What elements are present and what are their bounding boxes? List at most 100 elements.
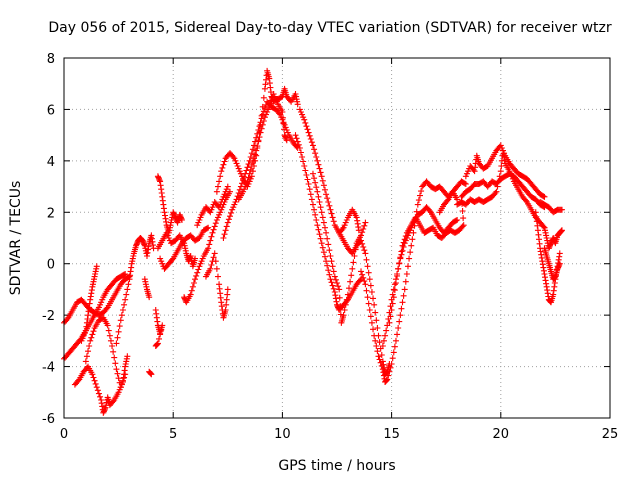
data-point bbox=[211, 250, 218, 257]
data-point bbox=[97, 393, 104, 400]
data-point bbox=[193, 272, 200, 279]
data-point bbox=[558, 227, 565, 234]
data-point bbox=[363, 256, 370, 263]
data-point bbox=[276, 110, 283, 117]
data-point bbox=[279, 109, 286, 115]
data-point bbox=[297, 149, 304, 156]
data-point bbox=[89, 331, 96, 338]
data-point bbox=[492, 190, 499, 196]
data-point bbox=[317, 169, 324, 176]
data-point bbox=[325, 199, 332, 205]
data-point bbox=[240, 177, 247, 184]
plot-frame bbox=[63, 57, 611, 419]
data-point bbox=[398, 248, 405, 255]
data-point bbox=[498, 163, 505, 169]
data-point bbox=[111, 354, 118, 361]
data-point bbox=[90, 328, 97, 335]
data-point bbox=[246, 170, 253, 177]
data-point bbox=[390, 286, 397, 293]
data-point bbox=[304, 126, 311, 133]
data-point bbox=[121, 301, 128, 308]
data-point bbox=[214, 214, 221, 221]
data-point bbox=[94, 387, 101, 394]
data-point bbox=[387, 364, 394, 371]
data-point bbox=[270, 91, 277, 97]
data-point bbox=[509, 175, 516, 182]
data-point bbox=[95, 304, 102, 311]
data-point bbox=[312, 150, 319, 157]
x-tick-label: 20 bbox=[493, 427, 510, 442]
data-point bbox=[119, 307, 126, 313]
data-point bbox=[213, 188, 220, 195]
data-point bbox=[300, 158, 307, 165]
data-point bbox=[418, 188, 425, 195]
data-point bbox=[279, 114, 286, 121]
data-point bbox=[196, 217, 203, 223]
data-point bbox=[260, 118, 267, 124]
data-point bbox=[379, 343, 386, 349]
data-point bbox=[263, 111, 270, 118]
data-point bbox=[249, 146, 256, 153]
data-point bbox=[104, 322, 111, 329]
y-axis-label: SDTVAR / TECUs bbox=[8, 181, 24, 296]
data-point bbox=[224, 286, 231, 293]
data-point bbox=[506, 168, 513, 175]
data-point bbox=[216, 178, 223, 185]
data-point bbox=[205, 224, 212, 231]
data-point bbox=[403, 271, 410, 277]
data-point bbox=[192, 276, 199, 283]
data-point bbox=[463, 170, 470, 177]
data-point bbox=[260, 108, 267, 115]
data-point bbox=[350, 259, 357, 266]
data-point bbox=[397, 312, 404, 319]
data-point bbox=[115, 389, 122, 396]
data-point bbox=[522, 197, 529, 204]
data-point bbox=[305, 181, 312, 187]
data-point bbox=[318, 173, 325, 180]
data-point bbox=[205, 245, 212, 252]
data-point bbox=[236, 168, 243, 175]
data-point bbox=[377, 359, 384, 366]
data-point bbox=[178, 217, 185, 223]
data-point bbox=[356, 277, 363, 284]
data-point bbox=[219, 164, 226, 171]
data-point bbox=[364, 263, 371, 270]
data-point bbox=[105, 327, 112, 334]
data-point bbox=[219, 196, 226, 203]
data-point bbox=[311, 206, 318, 213]
data-point bbox=[397, 254, 404, 261]
data-point bbox=[208, 206, 215, 213]
data-point bbox=[116, 386, 123, 393]
x-tick-label: 5 bbox=[169, 427, 177, 442]
data-point bbox=[334, 280, 340, 286]
data-point bbox=[335, 283, 342, 290]
data-point bbox=[391, 287, 398, 294]
data-point bbox=[340, 224, 347, 231]
data-point bbox=[382, 332, 389, 339]
data-point bbox=[361, 222, 368, 229]
data-point bbox=[231, 201, 238, 208]
data-point bbox=[86, 343, 93, 349]
data-point bbox=[296, 145, 303, 151]
data-point bbox=[231, 155, 238, 162]
data-point bbox=[284, 129, 291, 136]
data-point bbox=[265, 106, 272, 113]
data-point bbox=[152, 343, 159, 349]
data-point bbox=[124, 353, 131, 360]
data-point bbox=[416, 192, 423, 199]
y-tick-label: -2 bbox=[42, 309, 55, 324]
data-point bbox=[88, 334, 95, 341]
data-point bbox=[217, 201, 224, 208]
data-point bbox=[323, 191, 330, 198]
data-point bbox=[238, 180, 245, 187]
data-point bbox=[113, 340, 120, 347]
data-point bbox=[106, 332, 113, 339]
data-point bbox=[78, 337, 85, 344]
data-point bbox=[343, 217, 350, 223]
data-point bbox=[251, 155, 258, 162]
data-point bbox=[252, 151, 259, 158]
data-point bbox=[302, 119, 309, 126]
data-point bbox=[98, 299, 105, 306]
data-point bbox=[342, 301, 349, 308]
data-point bbox=[395, 325, 402, 331]
